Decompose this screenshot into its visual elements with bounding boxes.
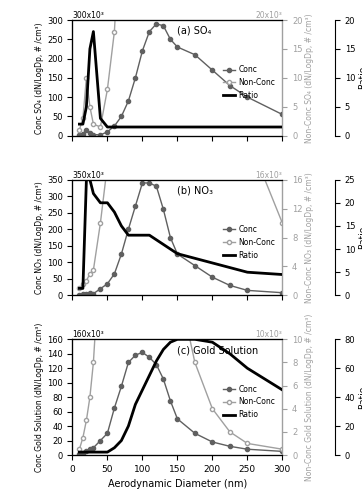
Text: 300x10³: 300x10³	[72, 11, 104, 20]
Text: 350x10³: 350x10³	[72, 170, 104, 179]
Y-axis label: Ratio: Ratio	[358, 386, 362, 409]
Text: 16x10³: 16x10³	[256, 170, 282, 179]
Y-axis label: Conc SO₄ (dN/LogDp, # /cm³): Conc SO₄ (dN/LogDp, # /cm³)	[35, 22, 44, 134]
Y-axis label: Non-Conc Gold Solution (dN/LogDp, # /cm³): Non-Conc Gold Solution (dN/LogDp, # /cm³…	[306, 314, 314, 481]
Y-axis label: Non-Conc SO₄ (dN/LogDp, # /cm³): Non-Conc SO₄ (dN/LogDp, # /cm³)	[306, 13, 314, 142]
Legend: Conc, Non-Conc, Ratio: Conc, Non-Conc, Ratio	[220, 382, 278, 422]
X-axis label: Aerodynamic Diameter (nm): Aerodynamic Diameter (nm)	[108, 480, 247, 490]
Text: 10x10³: 10x10³	[256, 330, 282, 340]
Text: (b) NO₃: (b) NO₃	[177, 186, 213, 196]
Text: 160x10³: 160x10³	[72, 330, 104, 340]
Legend: Conc, Non-Conc, Ratio: Conc, Non-Conc, Ratio	[220, 62, 278, 103]
Text: 20x10³: 20x10³	[256, 11, 282, 20]
Text: (c) Gold Solution: (c) Gold Solution	[177, 345, 258, 355]
Y-axis label: Non-Conc NO₃ (dN/LogDp, # /cm³): Non-Conc NO₃ (dN/LogDp, # /cm³)	[306, 172, 315, 303]
Y-axis label: Ratio: Ratio	[358, 66, 362, 90]
Y-axis label: Ratio: Ratio	[358, 226, 362, 249]
Y-axis label: Conc NO₃ (dN/LogDp, # /cm³): Conc NO₃ (dN/LogDp, # /cm³)	[35, 181, 44, 294]
Y-axis label: Conc Gold Solution (dN/LogDp, # /cm³): Conc Gold Solution (dN/LogDp, # /cm³)	[35, 322, 44, 472]
Legend: Conc, Non-Conc, Ratio: Conc, Non-Conc, Ratio	[220, 222, 278, 262]
Text: (a) SO₄: (a) SO₄	[177, 26, 212, 36]
